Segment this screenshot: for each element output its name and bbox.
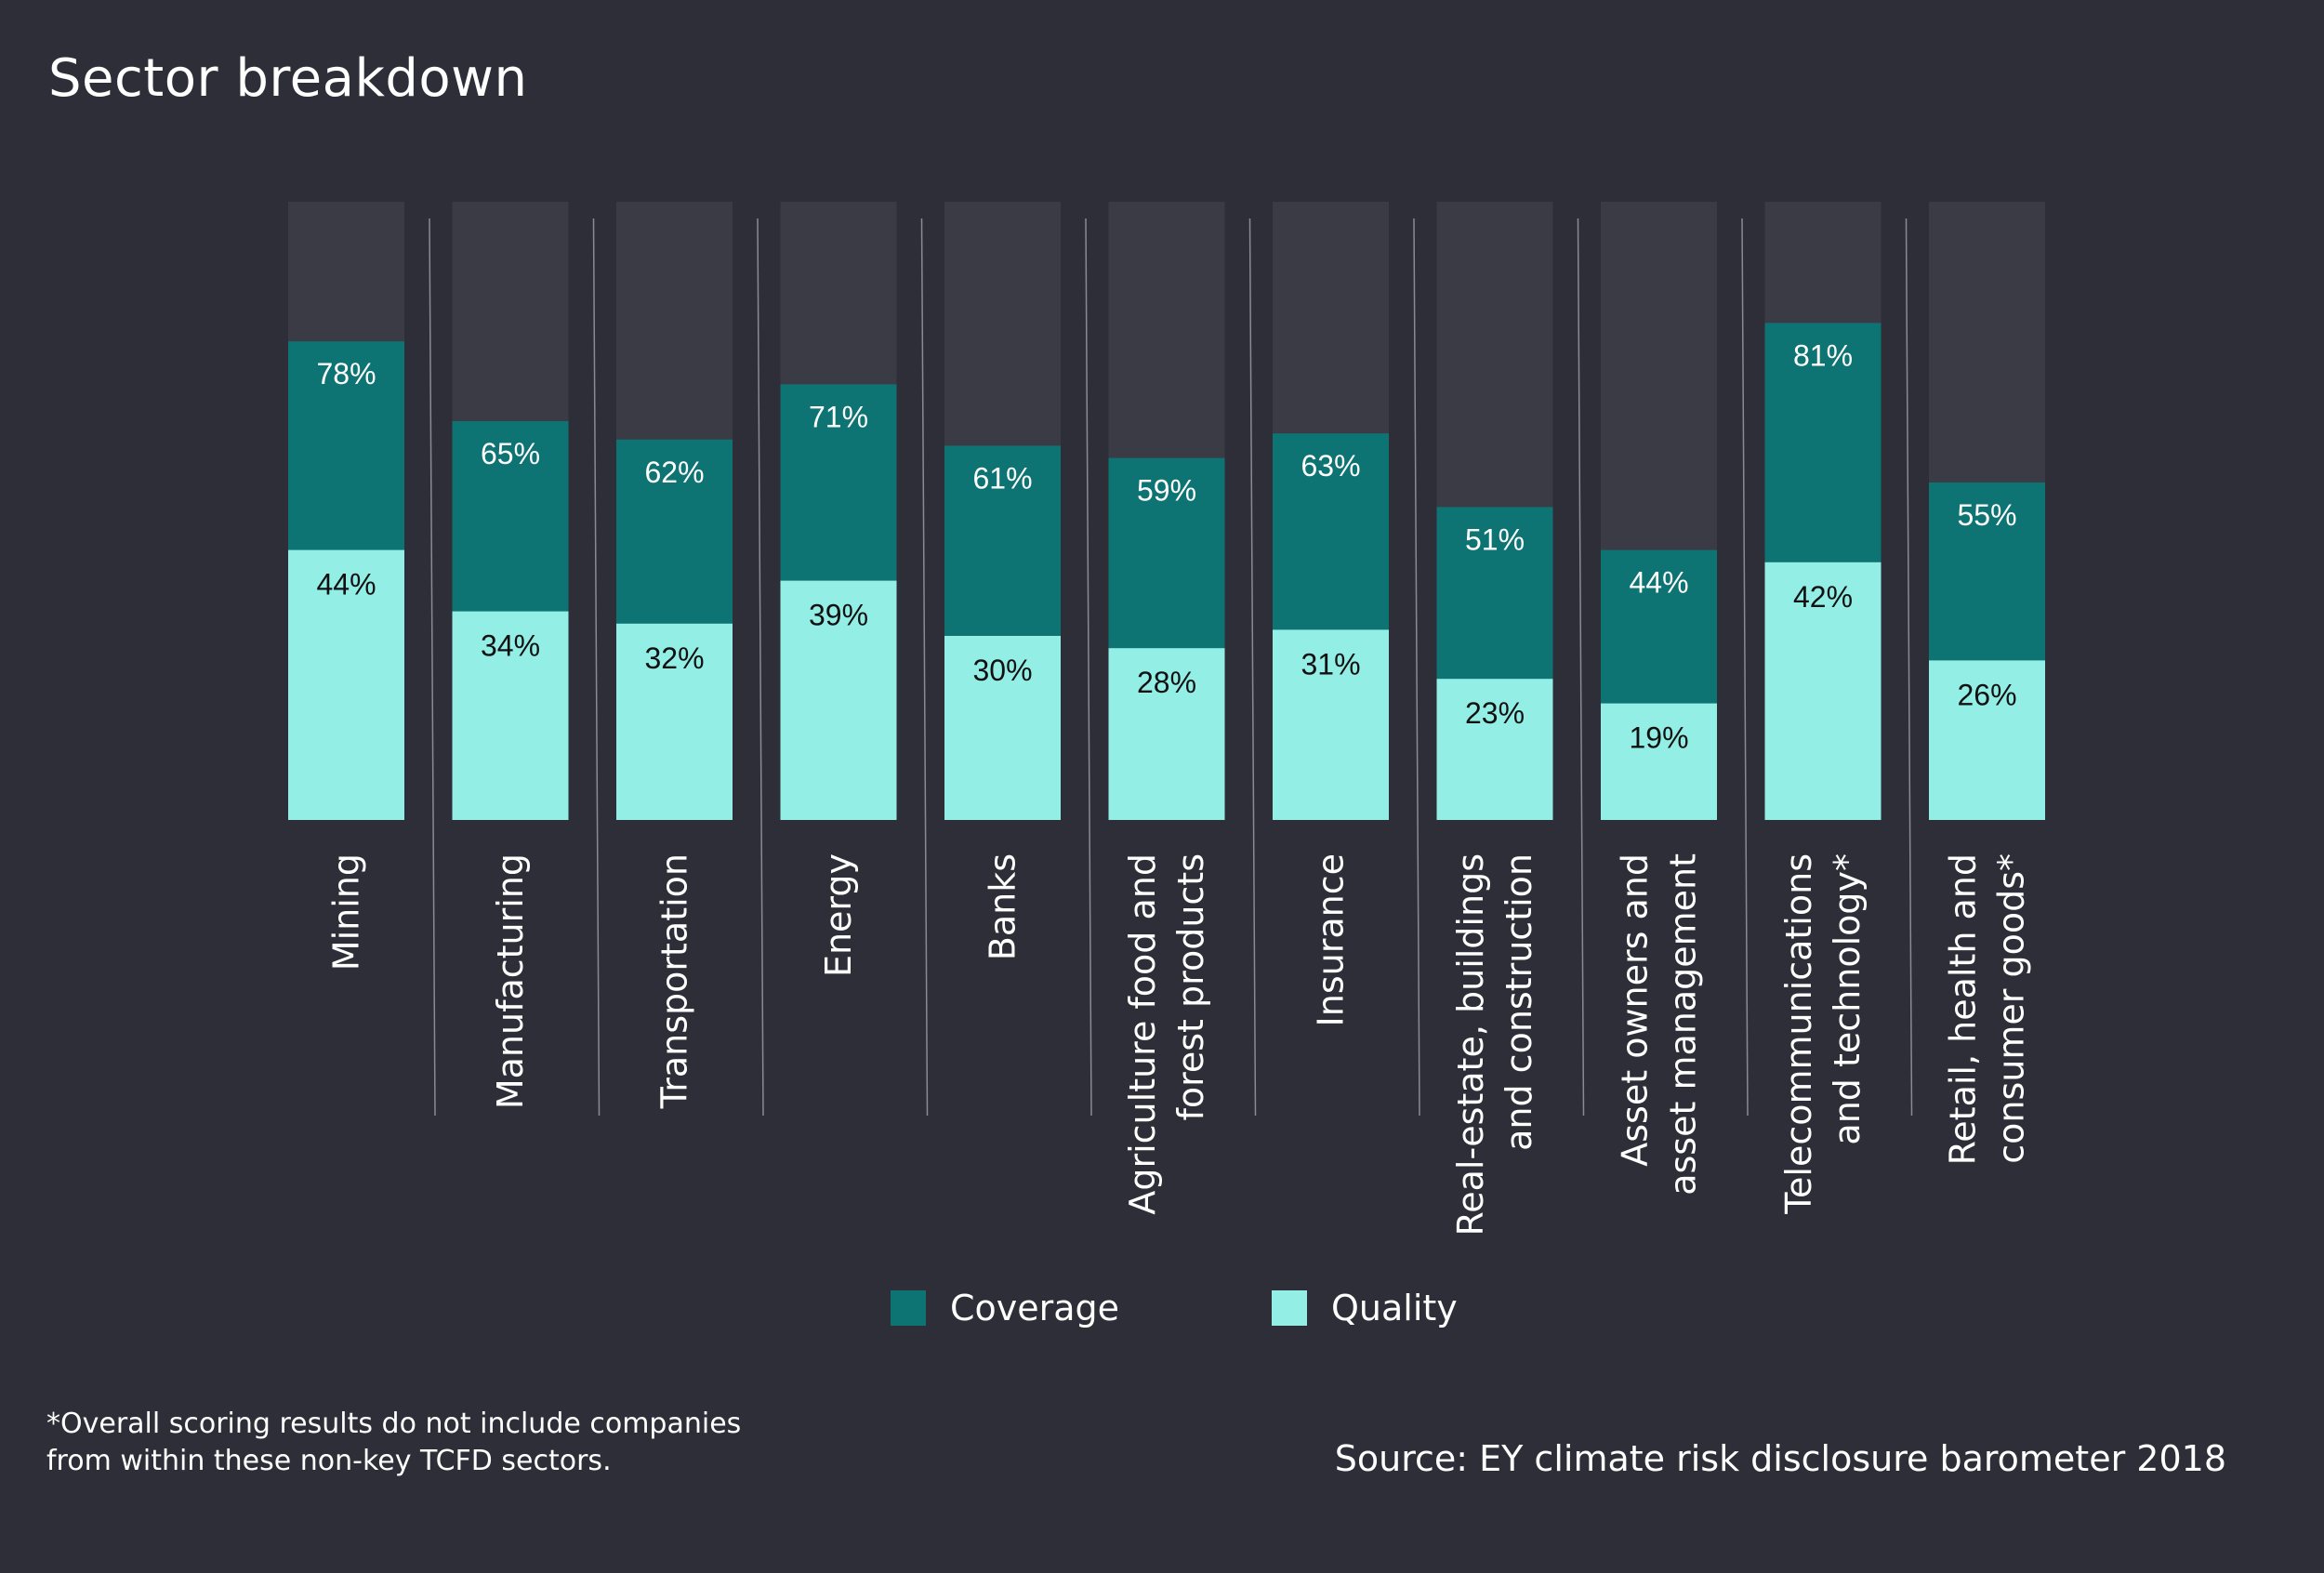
- chart-title: Sector breakdown: [48, 48, 528, 109]
- quality-bar: [1764, 562, 1882, 820]
- quality-bar: [1273, 629, 1389, 820]
- quality-bar: [288, 549, 404, 820]
- quality-value-label: 31%: [1301, 647, 1360, 681]
- quality-value-label: 44%: [316, 568, 376, 601]
- category-label: and construction: [1499, 853, 1539, 1151]
- column-divider: [1413, 218, 1420, 1117]
- quality-value-label: 34%: [481, 629, 540, 663]
- quality-value-label: 19%: [1629, 721, 1688, 755]
- quality-value-label: 28%: [1137, 666, 1196, 699]
- legend-item-coverage: Coverage: [891, 1288, 1119, 1328]
- coverage-value-label: 71%: [809, 400, 868, 433]
- category-label: Asset owners and: [1615, 853, 1656, 1167]
- column-divider: [1741, 218, 1749, 1117]
- quality-bar: [1601, 703, 1717, 820]
- category-label: Mining: [326, 853, 367, 971]
- quality-bar: [452, 611, 569, 820]
- category-label: consumer goods*: [1991, 853, 2032, 1164]
- coverage-value-label: 61%: [972, 461, 1032, 495]
- quality-value-label: 39%: [809, 599, 868, 632]
- footnote-line-1: *Overall scoring results do not include …: [46, 1408, 742, 1440]
- quality-bar: [1108, 648, 1225, 820]
- column-divider: [1085, 218, 1092, 1117]
- column-divider: [429, 218, 436, 1117]
- category-label: Insurance: [1311, 853, 1352, 1026]
- quality-bar: [944, 636, 1061, 820]
- coverage-value-label: 63%: [1301, 449, 1360, 482]
- coverage-value-label: 62%: [644, 456, 704, 489]
- coverage-swatch: [891, 1290, 926, 1326]
- category-label: Transportation: [654, 853, 695, 1109]
- quality-bar: [616, 623, 733, 820]
- legend-label-quality: Quality: [1331, 1288, 1458, 1328]
- coverage-value-label: 44%: [1629, 566, 1688, 600]
- category-label: Manufacturing: [490, 853, 531, 1109]
- column-divider: [592, 218, 601, 1117]
- quality-bar: [780, 580, 897, 820]
- coverage-value-label: 51%: [1465, 522, 1525, 556]
- category-label: and technology*: [1827, 853, 1868, 1145]
- source-note: Source: EY climate risk disclosure barom…: [1334, 1438, 2226, 1479]
- category-label: Telecommunications: [1778, 853, 1819, 1215]
- quality-swatch: [1272, 1290, 1307, 1326]
- category-label: Banks: [983, 853, 1023, 960]
- coverage-value-label: 81%: [1793, 338, 1853, 372]
- column-divider: [757, 218, 764, 1117]
- column-divider: [920, 218, 929, 1117]
- quality-value-label: 23%: [1465, 696, 1525, 730]
- coverage-value-label: 65%: [481, 437, 540, 470]
- column-divider: [1248, 218, 1257, 1117]
- quality-value-label: 26%: [1957, 678, 2016, 711]
- footnote-line-2: from within these non-key TCFD sectors.: [46, 1445, 612, 1477]
- category-label: Energy: [818, 853, 859, 977]
- category-label: Real-estate, buildings: [1450, 853, 1491, 1236]
- footnote: *Overall scoring results do not include …: [46, 1406, 772, 1480]
- quality-value-label: 32%: [644, 641, 704, 675]
- category-label: asset management: [1663, 853, 1704, 1196]
- quality-bar: [1929, 660, 2045, 820]
- quality-bar: [1436, 679, 1553, 820]
- column-divider: [1577, 218, 1585, 1117]
- column-divider: [1905, 218, 1913, 1117]
- legend-item-quality: Quality: [1272, 1288, 1458, 1328]
- coverage-value-label: 59%: [1137, 474, 1196, 508]
- category-label: forest products: [1170, 853, 1211, 1121]
- coverage-value-label: 55%: [1957, 498, 2016, 532]
- quality-value-label: 30%: [972, 654, 1032, 687]
- category-label: Retail, health and: [1943, 853, 1984, 1165]
- coverage-value-label: 78%: [316, 357, 376, 390]
- category-label: Agriculture food and: [1122, 853, 1163, 1215]
- quality-value-label: 42%: [1793, 580, 1853, 614]
- legend-label-coverage: Coverage: [950, 1288, 1120, 1328]
